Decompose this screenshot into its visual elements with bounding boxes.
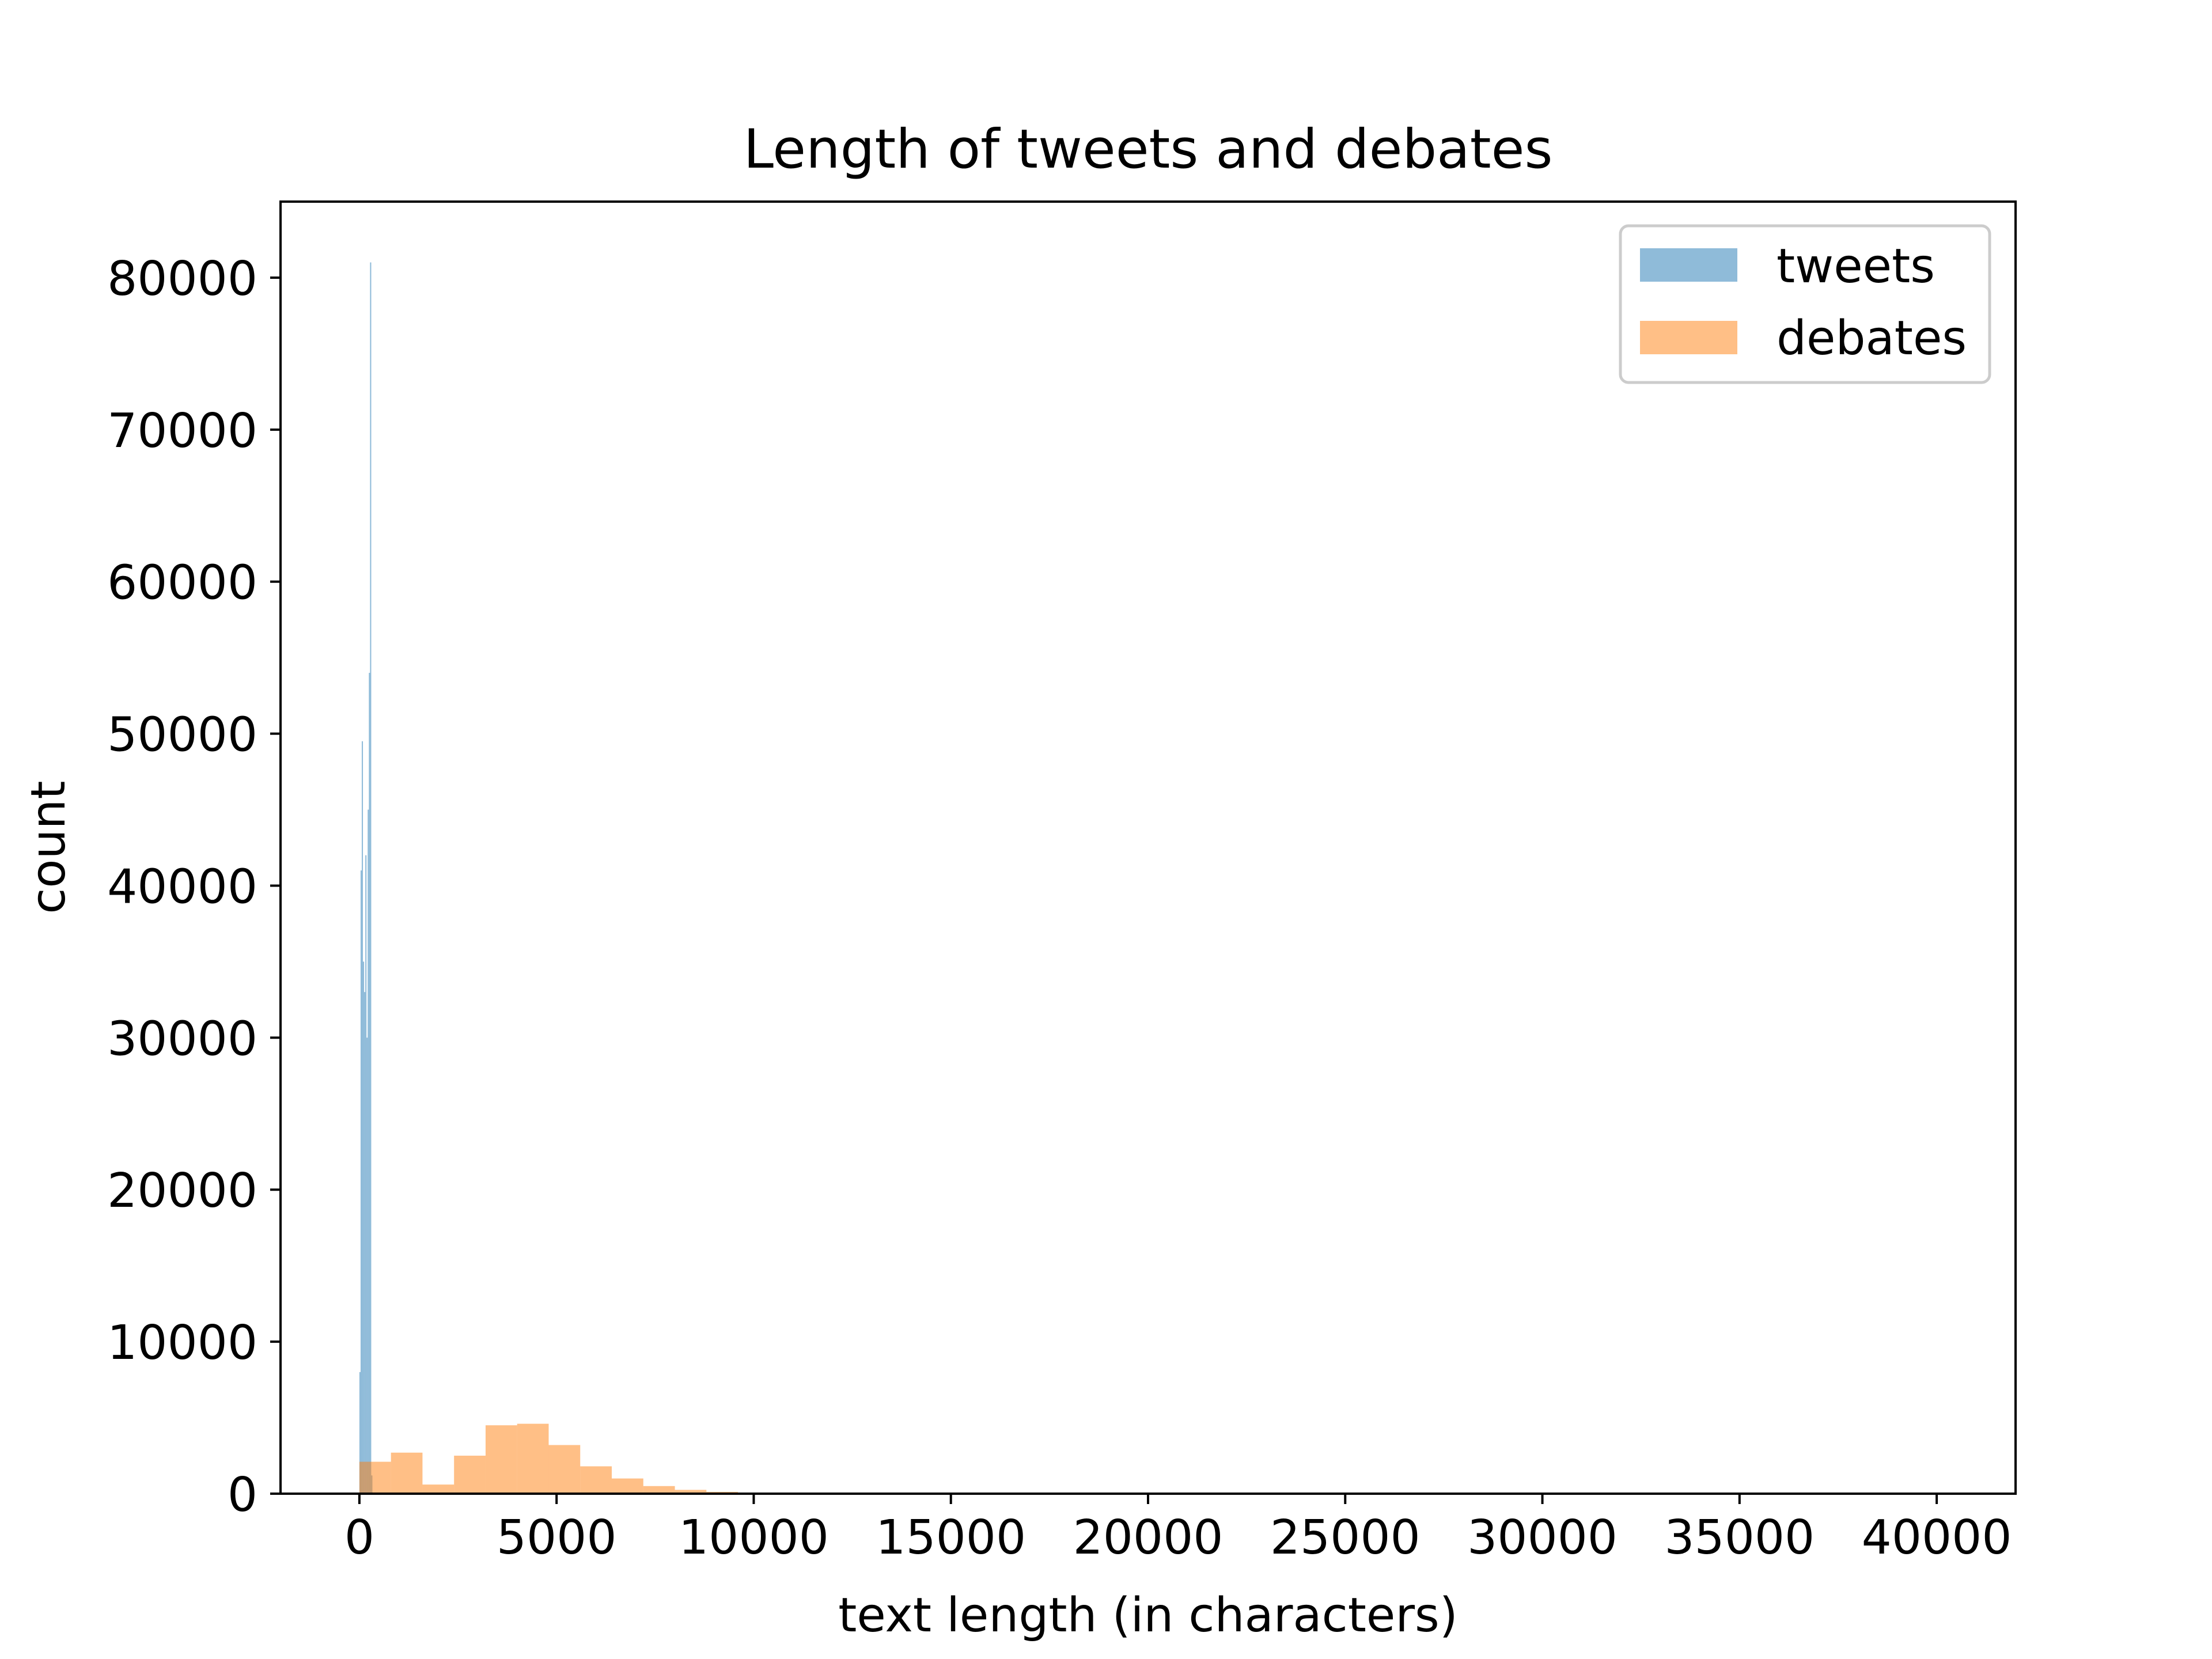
bar-tweets-6 — [366, 1037, 368, 1494]
y-axis-label: count — [21, 781, 76, 914]
legend-label-debates: debates — [1777, 311, 1967, 366]
y-tick-label: 70000 — [107, 404, 257, 459]
y-tick-label: 0 — [228, 1468, 257, 1522]
y-tick-label: 10000 — [107, 1316, 257, 1370]
bar-debates-8 — [612, 1478, 643, 1494]
x-tick-label: 40000 — [1862, 1510, 2012, 1565]
y-tick-label: 40000 — [107, 859, 257, 914]
y-tick-label: 20000 — [107, 1164, 257, 1218]
bar-tweets-7 — [368, 809, 369, 1494]
bar-tweets-9 — [370, 262, 372, 1494]
bar-debates-7 — [580, 1466, 612, 1494]
bars-layer — [359, 262, 770, 1494]
y-tick-label: 60000 — [107, 556, 257, 611]
bar-debates-4 — [485, 1425, 517, 1494]
legend: tweets debates — [1619, 224, 1991, 384]
chart-title: Length of tweets and debates — [744, 118, 1553, 181]
x-tick-label: 10000 — [679, 1510, 829, 1565]
y-tick-label: 80000 — [107, 252, 257, 306]
x-tick-label: 20000 — [1073, 1510, 1224, 1565]
x-tick-label: 5000 — [497, 1510, 617, 1565]
bar-tweets-1 — [360, 870, 362, 1494]
ticks-layer: 0 5000 10000 15000 20000 25000 30000 35000 40000… — [107, 252, 2012, 1565]
bar-debates-5 — [517, 1423, 549, 1494]
plot-area-frame — [279, 200, 2017, 1495]
bar-debates-0 — [359, 1461, 391, 1494]
bar-tweets-8 — [369, 673, 370, 1494]
legend-swatch-debates — [1640, 321, 1737, 354]
bar-debates-2 — [422, 1484, 454, 1494]
bar-debates-9 — [643, 1486, 675, 1494]
bar-tweets-5 — [365, 855, 367, 1494]
bar-tweets-2 — [362, 741, 363, 1494]
bar-debates-10 — [675, 1490, 707, 1494]
bar-debates-6 — [548, 1445, 581, 1494]
bar-debates-1 — [391, 1452, 423, 1494]
x-tick-label: 35000 — [1664, 1510, 1815, 1565]
x-tick-label: 0 — [344, 1510, 374, 1565]
bar-tweets-3 — [363, 961, 365, 1494]
bar-tweets-0 — [359, 1372, 361, 1494]
y-tick-label: 30000 — [107, 1012, 257, 1066]
x-tick-label: 15000 — [876, 1510, 1026, 1565]
bar-tweets-4 — [364, 992, 366, 1494]
x-axis-label: text length (in characters) — [838, 1588, 1458, 1643]
y-tick-label: 50000 — [107, 708, 257, 763]
legend-swatch-tweets — [1640, 248, 1737, 282]
bar-debates-3 — [454, 1456, 486, 1494]
x-tick-label: 25000 — [1270, 1510, 1421, 1565]
x-tick-label: 30000 — [1467, 1510, 1618, 1565]
legend-label-tweets: tweets — [1777, 239, 1935, 294]
